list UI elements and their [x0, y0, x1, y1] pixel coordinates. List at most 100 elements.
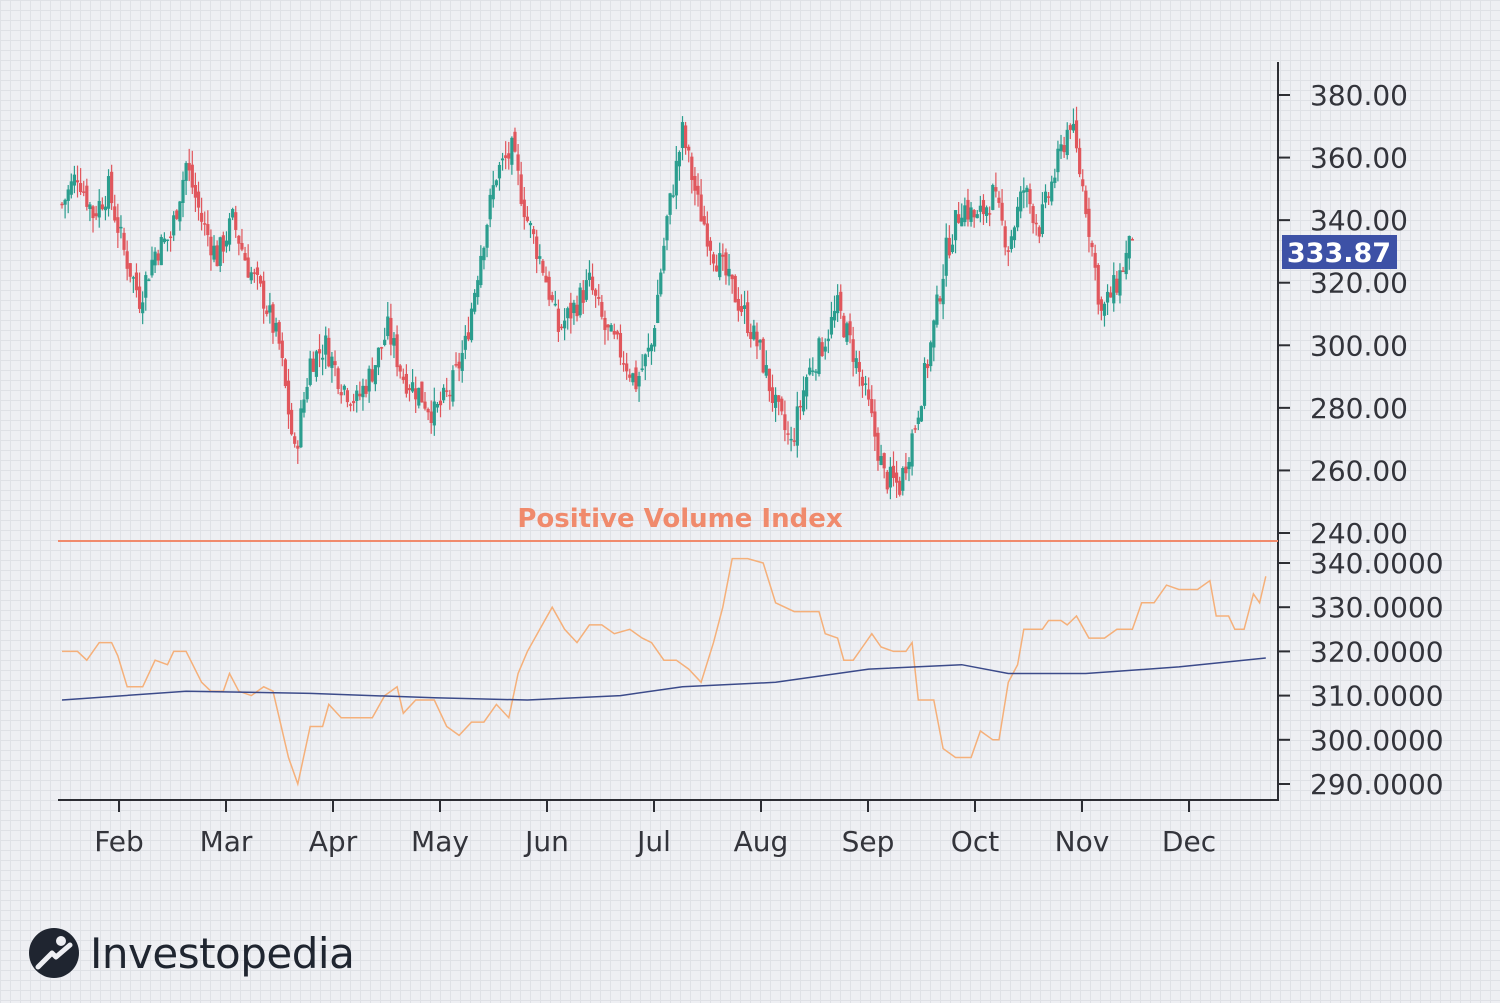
candle-body	[1124, 252, 1128, 275]
month-tick-label: Jun	[523, 825, 569, 858]
candle-body	[547, 276, 551, 300]
candle-body	[718, 253, 722, 278]
candle-body	[339, 392, 343, 396]
candle-body	[137, 286, 142, 309]
candle-body	[116, 217, 120, 233]
candle-body	[752, 325, 756, 340]
candle-body	[1087, 208, 1091, 237]
candle-body	[848, 321, 852, 336]
candle-body	[420, 381, 424, 403]
candle-body	[429, 411, 433, 423]
candle-body	[364, 385, 368, 394]
candle-body	[972, 210, 976, 218]
candle-body	[913, 428, 917, 430]
candle-body	[978, 205, 982, 212]
candle-body	[929, 342, 933, 367]
candle-body	[330, 356, 334, 368]
candle-body	[901, 467, 905, 491]
candle-body	[711, 254, 716, 264]
candle-body	[727, 268, 731, 277]
candle-body	[88, 204, 92, 210]
candle-body	[473, 292, 477, 312]
candle-body	[482, 247, 486, 261]
candle-body	[1037, 227, 1041, 237]
pvi-tick-label: 330.0000	[1310, 591, 1444, 624]
candle-body	[975, 214, 979, 219]
candle-body	[742, 305, 747, 309]
candle-body	[680, 122, 685, 148]
candle-body	[795, 406, 799, 446]
candle-body	[131, 277, 135, 279]
price-tick-label: 360.00	[1310, 142, 1408, 175]
candle-body	[736, 298, 740, 311]
candle-body	[1009, 236, 1013, 250]
candle-body	[603, 317, 607, 330]
candle-body	[860, 376, 865, 386]
candle-body	[66, 189, 70, 201]
candle-body	[668, 193, 672, 215]
candle-body	[435, 403, 440, 408]
candle-body	[820, 342, 824, 357]
candle-body	[606, 324, 610, 328]
month-tick-label: Apr	[309, 825, 358, 858]
candle-body	[792, 440, 796, 442]
candle-body	[780, 398, 784, 412]
month-tick-label: Mar	[200, 825, 253, 858]
candle-body	[144, 275, 148, 298]
candle-body	[652, 328, 657, 347]
candle-body	[1078, 147, 1082, 175]
candle-body	[1068, 125, 1072, 130]
candle-body	[770, 387, 775, 403]
candle-body	[882, 453, 886, 469]
candle-body	[1130, 239, 1134, 241]
candle-body	[950, 244, 955, 252]
candle-body	[392, 338, 396, 346]
candle-body	[1118, 270, 1122, 296]
month-tick-label: Sep	[842, 825, 895, 858]
candle-body	[702, 216, 706, 225]
candle-body	[255, 267, 260, 275]
candle-body	[206, 224, 210, 236]
candle-body	[289, 409, 294, 435]
candle-body	[479, 255, 483, 286]
candle-body	[72, 174, 77, 186]
candle-body	[575, 304, 579, 317]
candle-body	[1028, 189, 1032, 205]
candle-body	[640, 368, 644, 371]
candle-body	[1040, 204, 1045, 235]
candle-body	[361, 385, 365, 398]
candle-body	[1034, 222, 1038, 225]
candle-body	[274, 322, 278, 332]
candle-body	[1071, 123, 1076, 131]
candle-body	[659, 272, 663, 295]
candle-body	[888, 466, 892, 488]
month-tick-label: Jul	[635, 825, 671, 858]
candle-body	[581, 290, 585, 303]
candle-body	[314, 351, 319, 377]
candle-body	[69, 181, 73, 195]
price-tick-label: 260.00	[1310, 454, 1408, 487]
candle-body	[262, 280, 266, 309]
candle-body	[407, 388, 412, 391]
candle-body	[91, 206, 95, 219]
candle-body	[246, 257, 250, 278]
candle-body	[243, 252, 247, 261]
candle-body	[296, 445, 300, 449]
candle-body	[1121, 270, 1125, 273]
candle-body	[1074, 120, 1079, 149]
candle-body	[758, 340, 762, 343]
candle-body	[721, 254, 725, 257]
candle-body	[423, 401, 427, 409]
candle-body	[739, 305, 744, 312]
candle-body	[1127, 235, 1131, 259]
candle-body	[1115, 278, 1119, 293]
candle-body	[876, 432, 880, 461]
candle-body	[1043, 191, 1048, 203]
candle-body	[333, 361, 337, 366]
candle-body	[621, 363, 626, 365]
candle-body	[389, 317, 393, 345]
candle-body	[1031, 206, 1035, 224]
candle-body	[715, 265, 719, 272]
candle-body	[832, 311, 837, 321]
candle-body	[513, 131, 517, 152]
